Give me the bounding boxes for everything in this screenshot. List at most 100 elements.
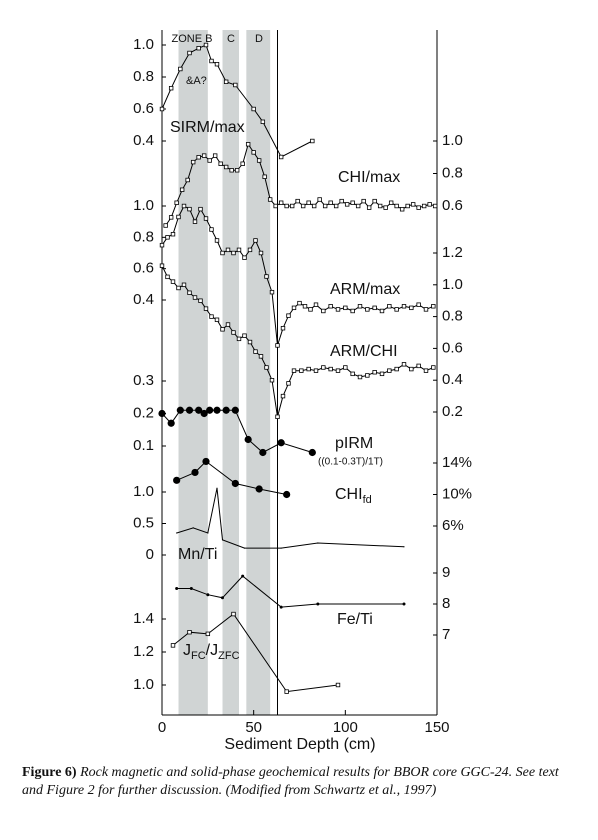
marker [372, 198, 377, 204]
marker [286, 381, 291, 386]
caption-text: Rock magnetic and solid-phase geochemica… [22, 765, 559, 798]
marker [423, 368, 429, 373]
marker [225, 322, 231, 327]
marker [431, 304, 436, 309]
marker [403, 546, 405, 548]
marker [279, 605, 283, 609]
marker [297, 300, 302, 306]
series-label: JFC/JZFC [183, 642, 240, 662]
series-line [176, 575, 404, 608]
marker [278, 154, 284, 160]
marker [343, 305, 348, 311]
marker [207, 532, 209, 534]
caption: Figure 6) Rock magnetic and solid-phase … [22, 764, 582, 800]
marker [198, 298, 203, 303]
marker [251, 106, 256, 112]
marker [399, 207, 405, 212]
marker [198, 206, 203, 212]
series-label: ARM/CHI [330, 343, 398, 360]
marker [328, 304, 333, 309]
marker [229, 168, 234, 173]
marker [223, 164, 229, 170]
marker [286, 313, 291, 318]
marker [357, 374, 363, 380]
y-tick-label: 1.0 [133, 36, 154, 53]
marker [176, 406, 184, 414]
marker [350, 371, 355, 377]
marker [264, 365, 269, 370]
marker [355, 203, 361, 209]
marker [383, 205, 388, 210]
marker [170, 231, 176, 237]
marker [322, 203, 328, 209]
marker [236, 247, 242, 253]
marker [236, 336, 242, 342]
series-label-part: J [183, 642, 191, 659]
marker [416, 205, 421, 210]
y-tick-label: 0.4 [442, 371, 463, 388]
marker [209, 314, 214, 319]
marker [388, 200, 394, 205]
marker [300, 203, 306, 209]
marker [196, 155, 201, 160]
marker [231, 611, 236, 617]
marker [377, 203, 383, 209]
marker [410, 202, 416, 207]
series-label-part: pIRM [335, 435, 373, 452]
marker [201, 153, 207, 158]
marker [195, 406, 203, 414]
marker [427, 202, 432, 207]
marker [221, 539, 224, 541]
marker [333, 203, 339, 209]
marker [357, 304, 363, 309]
marker [214, 62, 220, 67]
marker [335, 307, 341, 312]
marker [269, 289, 275, 295]
marker [431, 365, 436, 370]
series-label: ARM/max [330, 281, 400, 298]
series-label-part: /J [206, 642, 218, 659]
series-label-part: Fe/Ti [337, 611, 373, 628]
y-tick-label: 1.0 [133, 197, 154, 214]
marker [220, 250, 225, 256]
marker [275, 343, 280, 348]
y-tick-label: 6% [442, 517, 464, 534]
marker [308, 307, 313, 312]
marker [328, 200, 333, 205]
marker [178, 66, 183, 72]
marker [179, 187, 185, 192]
marker [225, 247, 231, 253]
marker [316, 602, 320, 606]
marker [163, 223, 168, 228]
marker [291, 305, 297, 311]
marker [372, 370, 377, 375]
marker [206, 406, 214, 414]
marker [267, 197, 273, 202]
y-tick-label: 0.1 [133, 437, 154, 454]
marker [212, 153, 218, 158]
series-label-part: ARM/max [330, 281, 400, 298]
zone-band [246, 30, 271, 715]
marker [187, 630, 192, 635]
marker [379, 371, 385, 377]
series-label-part: CHI [335, 486, 363, 503]
marker [168, 215, 174, 220]
y-tick-label: 1.0 [133, 676, 154, 693]
y-tick-label: 1.2 [442, 244, 463, 261]
marker [335, 682, 341, 688]
marker [291, 368, 297, 373]
marker [365, 373, 370, 378]
marker [256, 158, 262, 163]
y-tick-label: 0.6 [133, 100, 154, 117]
series-label-part: CHI/max [338, 169, 400, 186]
marker [306, 200, 311, 205]
zone-band [178, 30, 208, 715]
marker [394, 307, 399, 312]
x-tick-label: 150 [424, 719, 449, 736]
marker [258, 250, 264, 256]
marker [231, 406, 239, 414]
marker [289, 203, 295, 209]
marker [284, 203, 289, 209]
y-tick-label: 0.8 [442, 308, 463, 325]
y-tick-label: 0.2 [442, 403, 463, 420]
